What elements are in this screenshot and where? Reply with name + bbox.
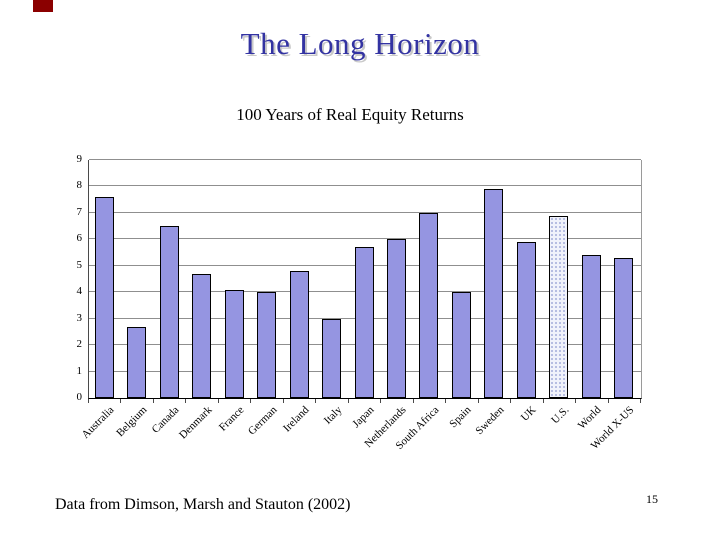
bar-australia: [94, 197, 114, 398]
bar-japan: [354, 247, 374, 398]
y-tick-label: 7: [76, 205, 83, 218]
bar-canada: [159, 226, 179, 398]
y-tick-label: 0: [76, 391, 83, 403]
x-axis-tick: [120, 399, 122, 403]
bar-u-s-: [549, 216, 569, 398]
gridline: [89, 185, 641, 187]
y-tick-label: 9: [76, 153, 83, 165]
bar-south-africa: [419, 213, 439, 398]
y-tick-label: 4: [76, 285, 83, 298]
x-axis-tick: [217, 399, 219, 403]
gridline: [89, 211, 641, 213]
page-title: The Long Horizon: [240, 26, 480, 61]
y-tick-label: 6: [76, 232, 83, 245]
plot-area: [88, 159, 642, 399]
x-axis-tick: [412, 399, 414, 403]
bar-world: [581, 255, 601, 398]
y-tick-label: 1: [76, 364, 83, 377]
x-axis-tick: [607, 399, 609, 403]
x-axis-tick: [88, 399, 89, 403]
x-axis-tick: [510, 399, 512, 403]
gridline: [89, 159, 641, 160]
x-axis-tick: [347, 399, 349, 403]
bar-netherlands: [386, 239, 406, 398]
bar-italy: [322, 319, 342, 398]
x-axis-tick: [575, 399, 577, 403]
slide-corner-mark: [33, 0, 53, 12]
x-axis-tick: [282, 399, 284, 403]
bar-ireland: [289, 271, 309, 398]
x-axis-tick: [640, 399, 641, 403]
bar-france: [224, 290, 244, 398]
x-axis-tick: [542, 399, 544, 403]
chart-title: 100 Years of Real Equity Returns: [236, 105, 464, 124]
y-tick-label: 2: [76, 338, 83, 351]
bar-sweden: [484, 189, 504, 398]
y-tick-label: 5: [76, 258, 83, 271]
y-tick-label: 8: [76, 179, 83, 192]
bar-spain: [451, 292, 471, 398]
x-axis-tick: [315, 399, 317, 403]
x-axis-tick: [185, 399, 187, 403]
x-axis-tick: [477, 399, 479, 403]
y-tick-label: 3: [76, 311, 83, 324]
page-number: 15: [646, 492, 658, 506]
bar-belgium: [127, 327, 147, 398]
bar-german: [257, 292, 277, 398]
x-axis-tick: [445, 399, 447, 403]
bar-world-x-us: [614, 258, 634, 398]
source-note: Data from Dimson, Marsh and Stauton (200…: [55, 496, 351, 513]
x-axis-tick: [380, 399, 382, 403]
bar-denmark: [192, 274, 212, 398]
bar-uk: [516, 242, 536, 398]
x-axis-tick: [250, 399, 252, 403]
gridline: [89, 238, 641, 240]
x-axis-tick: [152, 399, 154, 403]
